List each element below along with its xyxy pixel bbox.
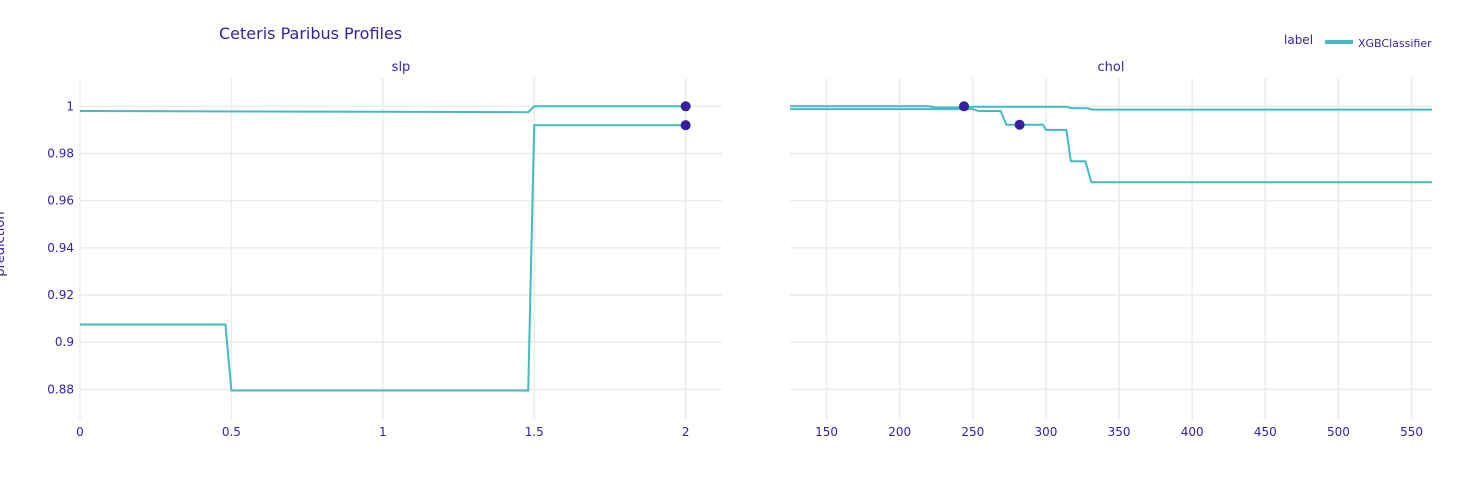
x-tick-label: 1	[379, 425, 387, 439]
x-tick-label: 550	[1400, 425, 1423, 439]
observation-point[interactable]	[1014, 119, 1025, 130]
observation-point[interactable]	[959, 101, 970, 112]
panel-title: chol	[1098, 60, 1125, 75]
x-tick-label: 300	[1034, 425, 1057, 439]
series-line[interactable]	[80, 124, 686, 392]
x-tick-label: 1.5	[525, 425, 544, 439]
x-tick-label: 450	[1254, 425, 1277, 439]
y-tick-label: 0.96	[47, 194, 74, 208]
panel-title: slp	[392, 60, 411, 75]
legend-title: label	[1284, 33, 1313, 47]
y-tick-label: 1	[66, 99, 74, 113]
x-tick-label: 2	[682, 425, 690, 439]
x-tick-label: 0.5	[222, 425, 241, 439]
legend-item-label: XGBClassifier	[1358, 37, 1432, 50]
observation-point[interactable]	[680, 101, 691, 112]
panel-slp: 0 0.5 1 1.5 2 0.88 0.9 0.92 0.94 0.96 0.98 1 slp	[47, 60, 722, 439]
y-tick-label: 0.9	[55, 335, 74, 349]
legend[interactable]: label XGBClassifier	[1284, 33, 1432, 50]
y-tick-label: 0.94	[47, 241, 74, 255]
y-tick-label: 0.92	[47, 288, 74, 302]
x-tick-label: 500	[1327, 425, 1350, 439]
x-tick-label: 0	[76, 425, 84, 439]
y-tick-label: 0.98	[47, 146, 74, 160]
x-tick-label: 200	[888, 425, 911, 439]
x-tick-label: 400	[1181, 425, 1204, 439]
series-line[interactable]	[79, 105, 686, 114]
x-tick-label: 350	[1108, 425, 1131, 439]
y-axis-label: prediction	[0, 211, 8, 276]
chart-title: Ceteris Paribus Profiles	[219, 24, 402, 43]
x-tick-label: 150	[815, 425, 838, 439]
panel-chol: 150 200 250 300 350 400 450 500 550 chol	[790, 60, 1432, 439]
y-tick-label: 0.88	[47, 382, 74, 396]
series-line[interactable]	[790, 108, 1432, 184]
series-line[interactable]	[790, 105, 1432, 111]
observation-point[interactable]	[680, 120, 691, 131]
x-tick-label: 250	[961, 425, 984, 439]
